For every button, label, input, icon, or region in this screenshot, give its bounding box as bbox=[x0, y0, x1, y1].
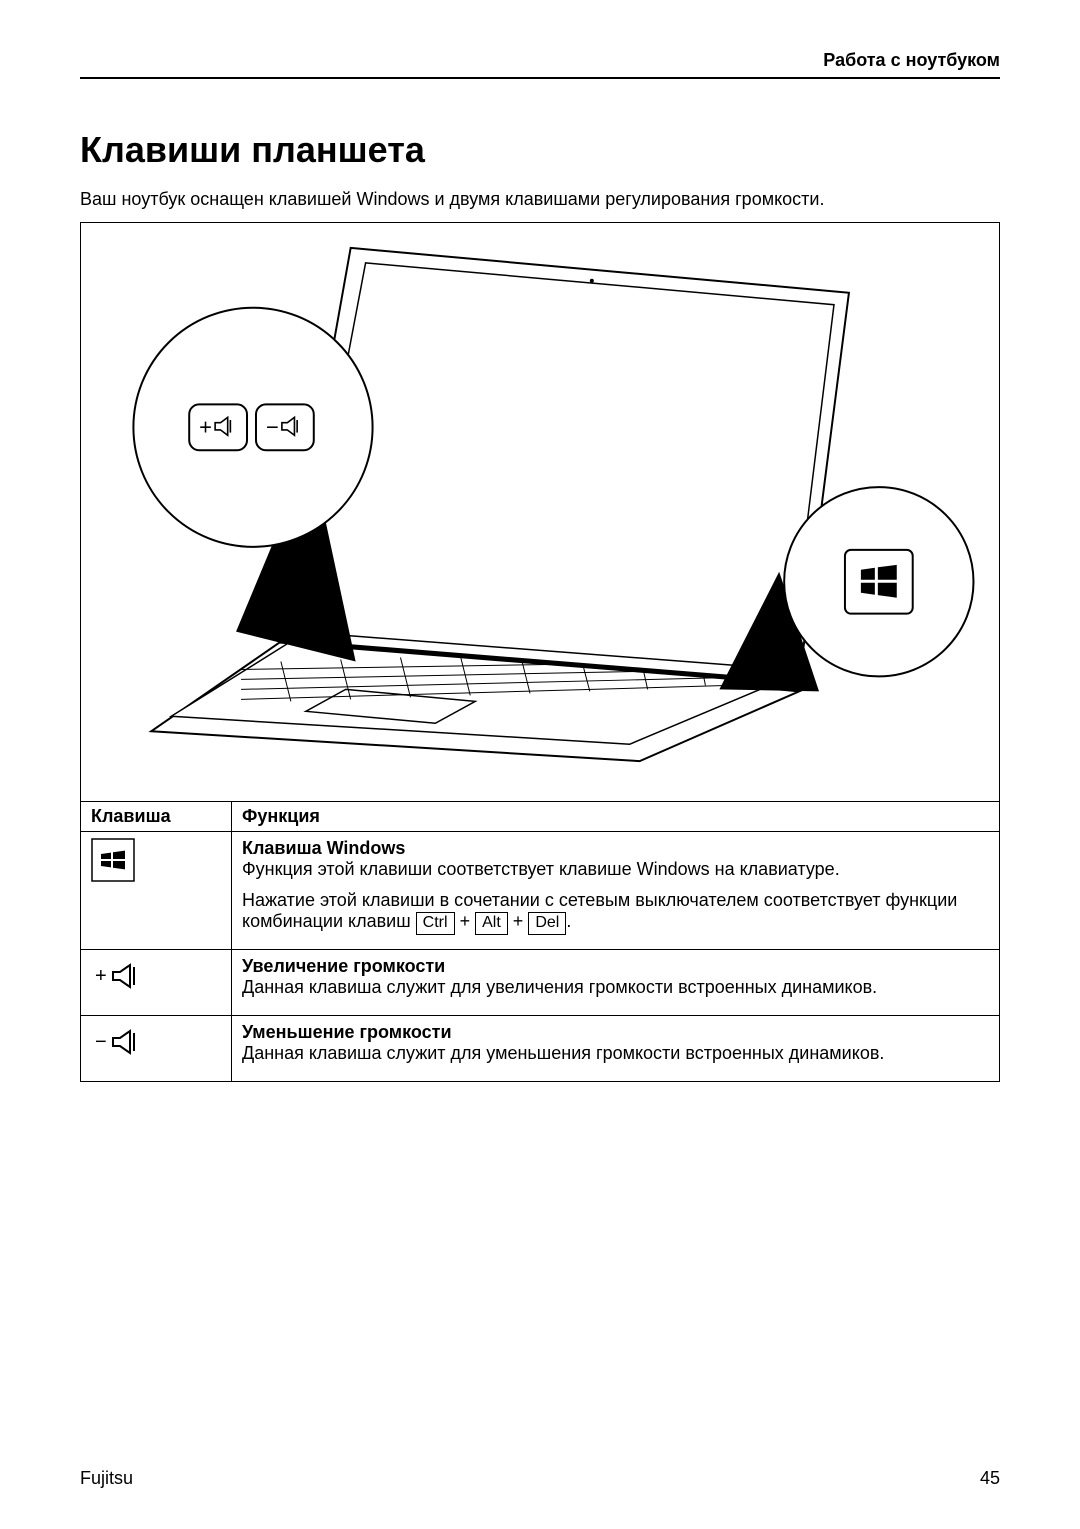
col-header-function: Функция bbox=[232, 802, 1000, 832]
row-body1: Данная клавиша служит для увеличения гро… bbox=[242, 977, 989, 998]
svg-text:−: − bbox=[266, 414, 279, 439]
row-body2-pre: Нажатие этой клавиши в сочетании с сетев… bbox=[242, 890, 957, 931]
table-row: + Увеличение громкости Данная клавиша сл… bbox=[81, 949, 1000, 1015]
key-desc-cell: Клавиша Windows Функция этой клавиши соо… bbox=[232, 832, 1000, 950]
row-title: Увеличение громкости bbox=[242, 956, 989, 977]
footer-brand: Fujitsu bbox=[80, 1468, 133, 1489]
key-icon-cell: − bbox=[81, 1015, 232, 1081]
row-title: Уменьшение громкости bbox=[242, 1022, 989, 1043]
plus: + bbox=[460, 911, 471, 931]
row-body2: Нажатие этой клавиши в сочетании с сетев… bbox=[242, 890, 989, 935]
row-body1: Данная клавиша служит для уменьшения гро… bbox=[242, 1043, 989, 1064]
kbd-alt: Alt bbox=[475, 912, 508, 935]
footer-page-number: 45 bbox=[980, 1468, 1000, 1489]
key-desc-cell: Уменьшение громкости Данная клавиша служ… bbox=[232, 1015, 1000, 1081]
key-icon-cell bbox=[81, 832, 232, 950]
laptop-svg: + − bbox=[81, 223, 999, 801]
volume-callout: + − bbox=[133, 308, 372, 547]
volume-down-icon: − bbox=[91, 1022, 149, 1062]
intro-text: Ваш ноутбук оснащен клавишей Windows и д… bbox=[80, 189, 1000, 210]
table-row: Клавиша Windows Функция этой клавиши соо… bbox=[81, 832, 1000, 950]
plus: + bbox=[513, 911, 524, 931]
page-header-section: Работа с ноутбуком bbox=[80, 50, 1000, 77]
laptop-illustration: + − bbox=[80, 222, 1000, 802]
volume-up-icon: + bbox=[91, 956, 149, 996]
col-header-key: Клавиша bbox=[81, 802, 232, 832]
windows-key-icon bbox=[91, 838, 135, 882]
page: Работа с ноутбуком Клавиши планшета Ваш … bbox=[0, 0, 1080, 1529]
table-header-row: Клавиша Функция bbox=[81, 802, 1000, 832]
page-title: Клавиши планшета bbox=[80, 129, 1000, 171]
page-footer: Fujitsu 45 bbox=[80, 1468, 1000, 1489]
svg-text:−: − bbox=[95, 1031, 107, 1053]
row-body2-post: . bbox=[566, 911, 571, 931]
kbd-del: Del bbox=[528, 912, 566, 935]
key-desc-cell: Увеличение громкости Данная клавиша служ… bbox=[232, 949, 1000, 1015]
row-title: Клавиша Windows bbox=[242, 838, 989, 859]
header-rule bbox=[80, 77, 1000, 79]
kbd-ctrl: Ctrl bbox=[416, 912, 455, 935]
keys-table: Клавиша Функция Клавиша Windows Функция … bbox=[80, 801, 1000, 1082]
svg-text:+: + bbox=[95, 965, 107, 987]
table-row: − Уменьшение громкости Данная клавиша сл… bbox=[81, 1015, 1000, 1081]
key-icon-cell: + bbox=[81, 949, 232, 1015]
svg-text:+: + bbox=[199, 414, 212, 439]
windows-callout bbox=[784, 487, 973, 676]
row-body1: Функция этой клавиши соответствует клави… bbox=[242, 859, 989, 880]
